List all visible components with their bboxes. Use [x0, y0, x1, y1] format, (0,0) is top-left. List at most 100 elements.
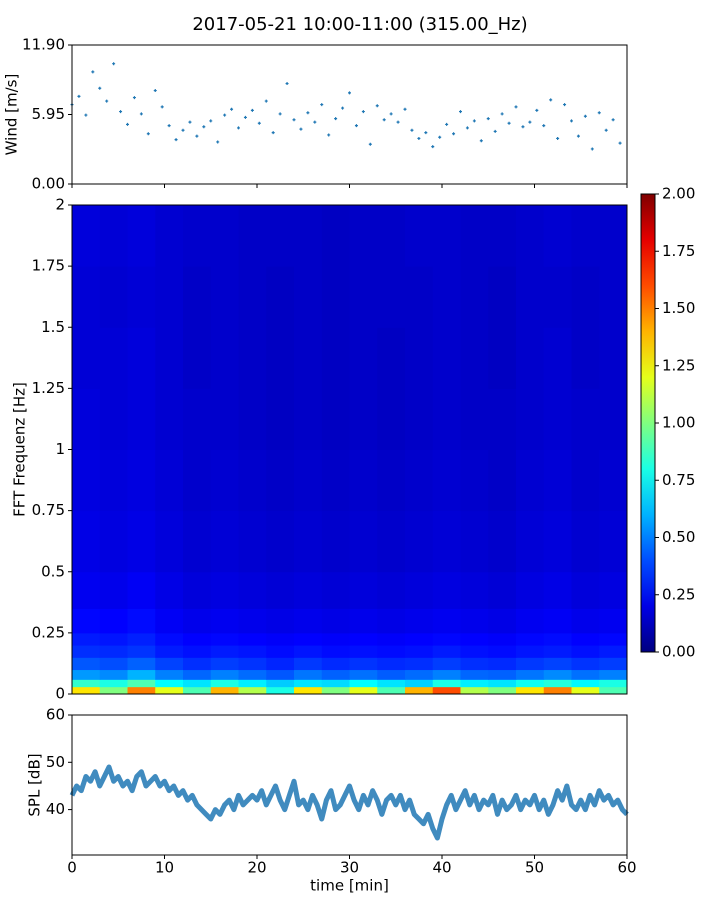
- heatmap-cell: [127, 388, 156, 450]
- heatmap-cell: [571, 571, 600, 609]
- wind-point: [396, 120, 400, 124]
- wind-point: [119, 110, 123, 114]
- x-tick-label: 20: [247, 859, 266, 877]
- heatmap-cell: [238, 510, 267, 573]
- heatmap-cell: [543, 571, 572, 609]
- wind-point: [417, 136, 421, 140]
- heatmap-cell: [543, 608, 572, 634]
- heatmap-cell: [349, 657, 378, 671]
- heatmap-cell: [155, 608, 184, 634]
- wind-point: [445, 122, 449, 126]
- heatmap-cell: [460, 632, 489, 646]
- heatmap-cell: [405, 449, 434, 512]
- heatmap-cell: [488, 679, 517, 688]
- heatmap-cell: [405, 669, 434, 680]
- heatmap-cell: [210, 608, 239, 634]
- heatmap-cell: [516, 205, 545, 267]
- wind-point: [230, 107, 234, 111]
- plot-area: [70, 62, 622, 151]
- heatmap-cell: [405, 686, 434, 695]
- wind-point: [535, 108, 539, 112]
- heatmap-cell: [238, 686, 267, 695]
- heatmap-cell: [599, 205, 628, 267]
- heatmap-cell: [238, 632, 267, 646]
- wind-point: [604, 128, 608, 132]
- wind-point: [590, 147, 594, 151]
- heatmap-cell: [99, 510, 128, 573]
- heatmap-cell: [72, 669, 101, 680]
- wind-point: [271, 131, 275, 135]
- heatmap-cell: [266, 657, 295, 671]
- heatmap-cell: [405, 571, 434, 609]
- heatmap-cell: [127, 449, 156, 512]
- heatmap-cell: [99, 205, 128, 267]
- heatmap-cell: [127, 686, 156, 695]
- heatmap-cell: [543, 266, 572, 328]
- heatmap-cell: [183, 205, 212, 267]
- heatmap-cell: [377, 327, 406, 389]
- wind-point: [299, 127, 303, 131]
- heatmap-cell: [321, 510, 350, 573]
- y-tick-label: 50: [46, 753, 65, 771]
- heatmap-cell: [571, 632, 600, 646]
- heatmap-cell: [210, 632, 239, 646]
- wind-point: [174, 138, 178, 142]
- heatmap-cell: [405, 632, 434, 646]
- wind-point: [188, 120, 192, 124]
- heatmap-cell: [183, 645, 212, 658]
- heatmap-cell: [571, 205, 600, 267]
- colorbar-tick-label: 0.75: [662, 471, 695, 489]
- heatmap-cell: [210, 571, 239, 609]
- heatmap-cell: [377, 608, 406, 634]
- plot-area: [72, 205, 628, 695]
- heatmap-cell: [127, 645, 156, 658]
- heatmap-cell: [543, 327, 572, 389]
- heatmap-cell: [99, 669, 128, 680]
- wind-point: [132, 96, 136, 100]
- heatmap-cell: [599, 632, 628, 646]
- heatmap-cell: [266, 205, 295, 267]
- heatmap-cell: [183, 632, 212, 646]
- wind-point: [570, 119, 573, 123]
- wind-point: [84, 113, 88, 117]
- heatmap-cell: [349, 571, 378, 609]
- wind-point: [153, 89, 157, 93]
- heatmap-cell: [516, 510, 545, 573]
- heatmap-cell: [488, 510, 517, 573]
- wind-point: [77, 94, 81, 98]
- heatmap-cell: [210, 686, 239, 695]
- heatmap-cell: [155, 686, 184, 695]
- y-tick-label: 60: [46, 706, 65, 724]
- y-tick-label: 0.00: [32, 175, 65, 193]
- x-tick-label: 30: [340, 859, 359, 877]
- heatmap-cell: [238, 669, 267, 680]
- colorbar-tick-label: 1.00: [662, 414, 695, 432]
- heatmap-cell: [294, 645, 323, 658]
- heatmap-cell: [72, 449, 101, 512]
- heatmap-cell: [543, 205, 572, 267]
- x-tick-label: 40: [432, 859, 451, 877]
- heatmap-cell: [405, 327, 434, 389]
- heatmap-cell: [183, 510, 212, 573]
- heatmap-cell: [516, 449, 545, 512]
- heatmap-cell: [266, 266, 295, 328]
- heatmap-cell: [155, 449, 184, 512]
- heatmap-cell: [266, 669, 295, 680]
- y-tick-label: 1.25: [32, 379, 65, 397]
- colorbar-tick-label: 0.00: [662, 643, 695, 661]
- wind-point: [556, 136, 560, 140]
- wind-point: [202, 125, 206, 129]
- heatmap-cell: [460, 510, 489, 573]
- heatmap-cell: [460, 388, 489, 450]
- wind-point: [285, 82, 289, 86]
- heatmap-cell: [266, 327, 295, 389]
- heatmap-cell: [516, 388, 545, 450]
- heatmap-cell: [127, 266, 156, 328]
- y-tick-label: 40: [46, 800, 65, 818]
- wind-point: [410, 128, 414, 132]
- heatmap-cell: [321, 632, 350, 646]
- heatmap-cell: [571, 510, 600, 573]
- wind-point: [611, 118, 615, 122]
- heatmap-cell: [488, 632, 517, 646]
- heatmap-cell: [210, 205, 239, 267]
